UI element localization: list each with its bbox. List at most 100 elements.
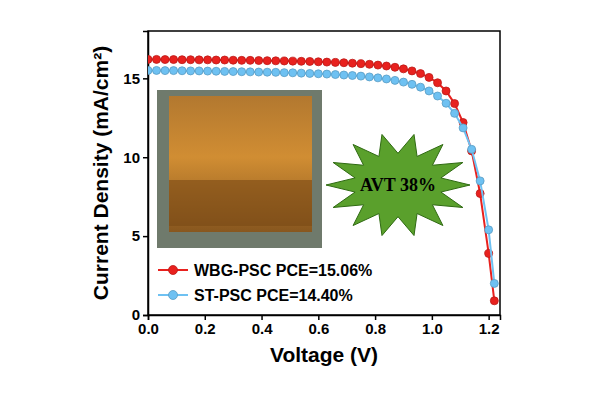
series-marker xyxy=(195,56,203,64)
y-tick-mark xyxy=(143,157,148,159)
inset-photo-device xyxy=(169,96,312,232)
legend-label: WBG-PSC PCE=15.06% xyxy=(194,262,372,279)
y-tick-label: 0 xyxy=(132,306,140,323)
y-axis: 0 5 10 15 xyxy=(123,32,148,324)
series-marker xyxy=(229,56,237,64)
series-marker xyxy=(178,67,186,75)
series-marker xyxy=(153,55,161,63)
series-marker xyxy=(331,58,339,66)
axis-line xyxy=(143,32,149,316)
series-marker xyxy=(212,56,220,64)
legend-item: ST-PSC PCE=14.40% xyxy=(158,287,353,304)
x-tick-label: 0.6 xyxy=(308,320,329,337)
y-tick-label: 15 xyxy=(123,70,140,87)
series-marker xyxy=(289,57,297,65)
y-tick: 15 xyxy=(123,70,148,87)
series-marker xyxy=(490,297,498,305)
series-marker xyxy=(382,75,390,83)
series-marker xyxy=(399,65,407,73)
x-tick-label: 0.4 xyxy=(252,320,274,337)
x-tick-label: 0.2 xyxy=(195,320,216,337)
y-axis-title: Current Density (mA/cm²) xyxy=(89,46,112,300)
series-marker xyxy=(263,68,271,76)
x-axis-title: Voltage (V) xyxy=(270,343,378,366)
y-tick: 10 xyxy=(123,149,148,166)
series-marker xyxy=(178,56,186,64)
y-tick: 5 xyxy=(132,227,148,244)
x-tick: 0.2 xyxy=(195,315,216,337)
series-marker xyxy=(306,69,314,77)
series-marker xyxy=(212,67,220,75)
series-marker xyxy=(221,56,229,64)
series-marker xyxy=(348,71,356,79)
series-marker xyxy=(255,57,263,65)
annotation-text: AVT 38% xyxy=(360,175,436,195)
series-marker xyxy=(434,92,442,100)
series-marker xyxy=(425,73,433,81)
series-marker xyxy=(357,60,365,68)
series-marker xyxy=(331,71,339,79)
series-marker xyxy=(340,59,348,67)
series-line xyxy=(148,59,494,300)
plot-frame xyxy=(148,31,500,315)
x-tick-label: 1.0 xyxy=(422,320,443,337)
x-tick: 0.6 xyxy=(308,315,329,337)
series-marker xyxy=(417,70,425,78)
x-tick: 0.0 xyxy=(138,315,159,337)
series-marker xyxy=(297,57,305,65)
series-marker xyxy=(340,71,348,79)
legend: WBG-PSC PCE=15.06% ST-PSC PCE=14.40% xyxy=(158,262,372,304)
series-marker xyxy=(297,69,305,77)
series-marker xyxy=(417,83,425,91)
series-line xyxy=(148,70,494,283)
series-marker xyxy=(468,145,476,153)
x-tick-label: 0.0 xyxy=(138,320,159,337)
series-marker xyxy=(374,74,382,82)
series-marker xyxy=(391,76,399,84)
series-marker xyxy=(238,68,246,76)
series-marker xyxy=(161,56,169,64)
series-marker xyxy=(204,56,212,64)
series-marker xyxy=(272,68,280,76)
series-marker xyxy=(221,67,229,75)
x-axis: 0.0 0.2 0.4 0.6 0.8 1.0 1.2 xyxy=(138,315,500,337)
series-marker xyxy=(255,68,263,76)
x-tick: 0.4 xyxy=(252,315,274,337)
series-marker xyxy=(314,70,322,78)
x-tick: 1.2 xyxy=(479,315,500,337)
series-marker xyxy=(246,56,254,64)
series-marker xyxy=(399,78,407,86)
series-marker xyxy=(451,100,459,108)
series-marker xyxy=(161,67,169,75)
series-marker xyxy=(476,177,484,185)
inset-photo-ground xyxy=(169,180,312,226)
y-tick-label: 5 xyxy=(132,227,140,244)
series-marker xyxy=(238,56,246,64)
series-marker xyxy=(434,79,442,87)
series-marker xyxy=(365,73,373,81)
annotation-starburst xyxy=(326,134,470,235)
series-marker xyxy=(323,70,331,78)
legend-marker xyxy=(169,291,178,300)
x-tick-label: 0.8 xyxy=(365,320,386,337)
series-marker xyxy=(391,63,399,71)
series-marker xyxy=(280,69,288,77)
series-marker xyxy=(323,58,331,66)
series-marker xyxy=(170,56,178,64)
series-marker xyxy=(272,57,280,65)
x-tick: 1.0 xyxy=(422,315,443,337)
series-marker xyxy=(263,57,271,65)
series-marker xyxy=(485,226,493,234)
y-tick-mark xyxy=(143,78,148,80)
series-marker xyxy=(153,66,161,74)
series-marker xyxy=(148,66,152,74)
y-tick: 0 xyxy=(132,306,148,323)
chart: 0.0 0.2 0.4 0.6 0.8 1.0 1.2 0 5 10 15 Voltage (V) Cu… xyxy=(0,0,599,397)
series-marker xyxy=(170,67,178,75)
legend-label: ST-PSC PCE=14.40% xyxy=(194,287,353,304)
series-marker xyxy=(187,56,195,64)
series-marker xyxy=(195,67,203,75)
series-marker xyxy=(314,58,322,66)
inset-photo-background xyxy=(157,90,322,248)
series-marker xyxy=(490,279,498,287)
